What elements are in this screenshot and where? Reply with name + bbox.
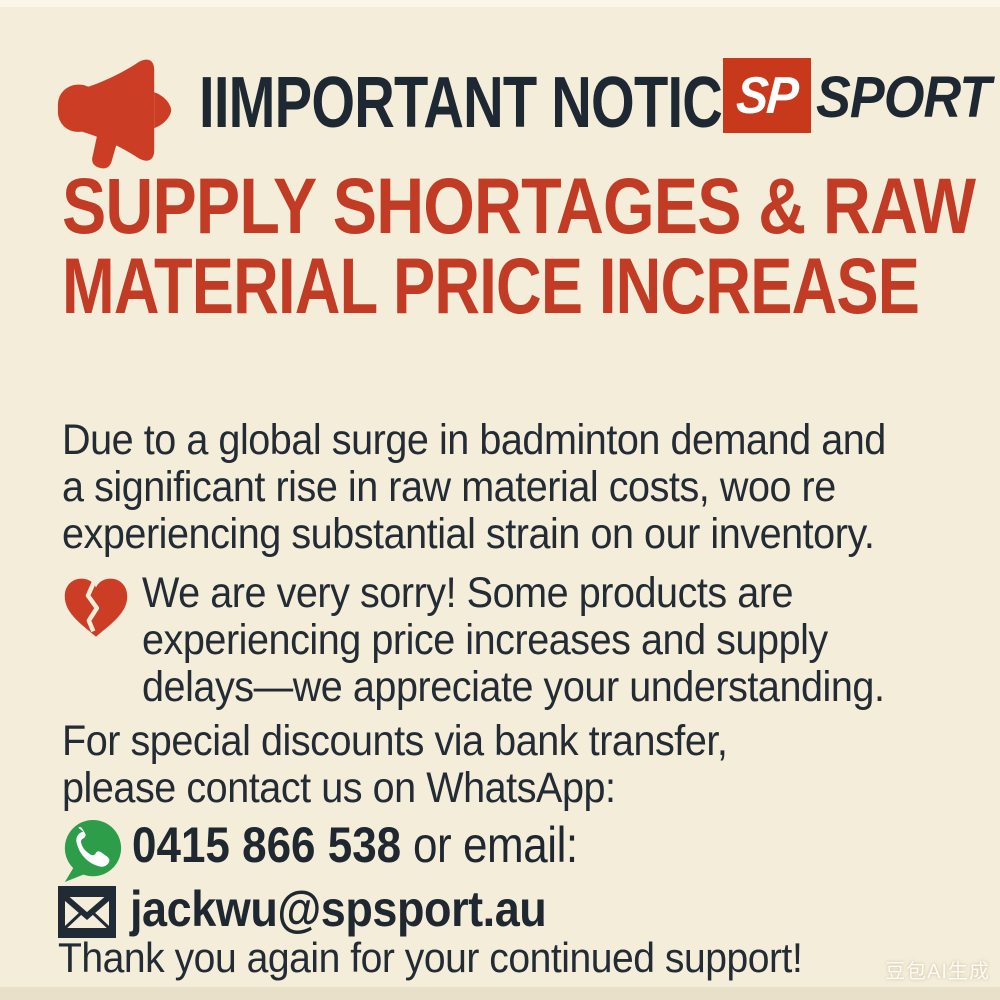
notice-header-title: IIMPORTANT NOTICE [199,62,917,144]
sp-logo-badge-text: SP [734,66,800,125]
intro-line-2: a significant rise in raw material costs… [62,463,836,511]
intro-line-3: experiencing substantial strain on our i… [62,510,875,558]
headline-line-1: SUPPLY SHORTAGES & RAW [62,161,976,250]
email-address: jackwu@spsport.au [130,881,547,937]
headline-line-2: MATERIAL PRICE INCREASE [62,241,920,330]
ai-watermark: 豆包AI生成 [885,961,990,983]
sp-logo-badge: SP [723,58,811,133]
broken-heart-icon [64,578,128,637]
whatsapp-icon [64,819,122,883]
intro-paragraph: Due to a global surge in badminton deman… [62,417,886,558]
apology-line-3: delays—we appreciate your understanding. [142,663,885,711]
phone-suffix: or email: [401,817,578,873]
apology-line-2: experiencing price increases and supply [142,616,828,664]
intro-line-1: Due to a global surge in badminton deman… [62,416,886,464]
contact-line-2: please contact us on WhatsApp: [62,764,616,812]
sp-logo-wordmark: SPORT [816,64,1000,131]
sp-logo-wordmark-text: SPORT [816,65,991,130]
phone-number: 0415 866 538 [132,817,402,873]
headline: SUPPLY SHORTAGES & RAW MATERIAL PRICE IN… [62,166,1000,326]
contact-line-1: For special discounts via bank transfer, [62,717,728,765]
phone-contact-line: 0415 866 538 or email: [132,816,578,874]
contact-paragraph: For special discounts via bank transfer,… [62,717,728,812]
notice-header-title-text: IIMPORTANT NOTICE [199,63,760,143]
closing-text: Thank you again for your continued suppo… [58,934,803,981]
megaphone-icon [57,59,172,169]
envelope-icon [58,886,116,938]
apology-line-1: We are very sorry! Some products are [142,569,794,617]
apology-paragraph: We are very sorry! Some products are exp… [142,569,885,711]
